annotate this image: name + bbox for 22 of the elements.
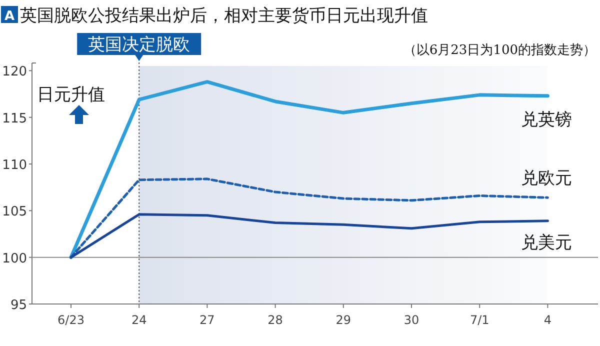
chart-subtitle: （以6月23日为100的指数走势） [403,43,596,58]
series-label: 兑英镑 [521,110,572,130]
ref-line-label: 英国决定脱欧 [88,35,190,55]
y-tick-label: 120 [2,64,27,80]
x-tick-label: 30 [404,313,420,327]
x-tick-label: 28 [268,313,283,327]
text: A [4,9,15,24]
chart-title: 英国脱欧公投结果出炉后，相对主要货币日元出现升值 [20,6,428,26]
y-tick-label: 105 [2,204,27,220]
x-tick-label: 24 [131,313,147,327]
x-tick-label: 7/1 [470,313,490,327]
x-tick-label: 4 [544,313,552,327]
y-tick-label: 110 [2,158,27,173]
y-tick-label: 95 [10,298,27,313]
y-tick-label: 100 [2,251,27,266]
series-label: 兑欧元 [521,168,572,189]
series-label: 兑美元 [521,232,572,253]
x-tick-label: 27 [200,313,215,327]
x-tick-label: 29 [336,313,352,327]
y-tick-label: 115 [2,111,27,126]
annotation: 日元升值 [37,85,105,105]
x-tick-label: 6/23 [58,313,84,327]
